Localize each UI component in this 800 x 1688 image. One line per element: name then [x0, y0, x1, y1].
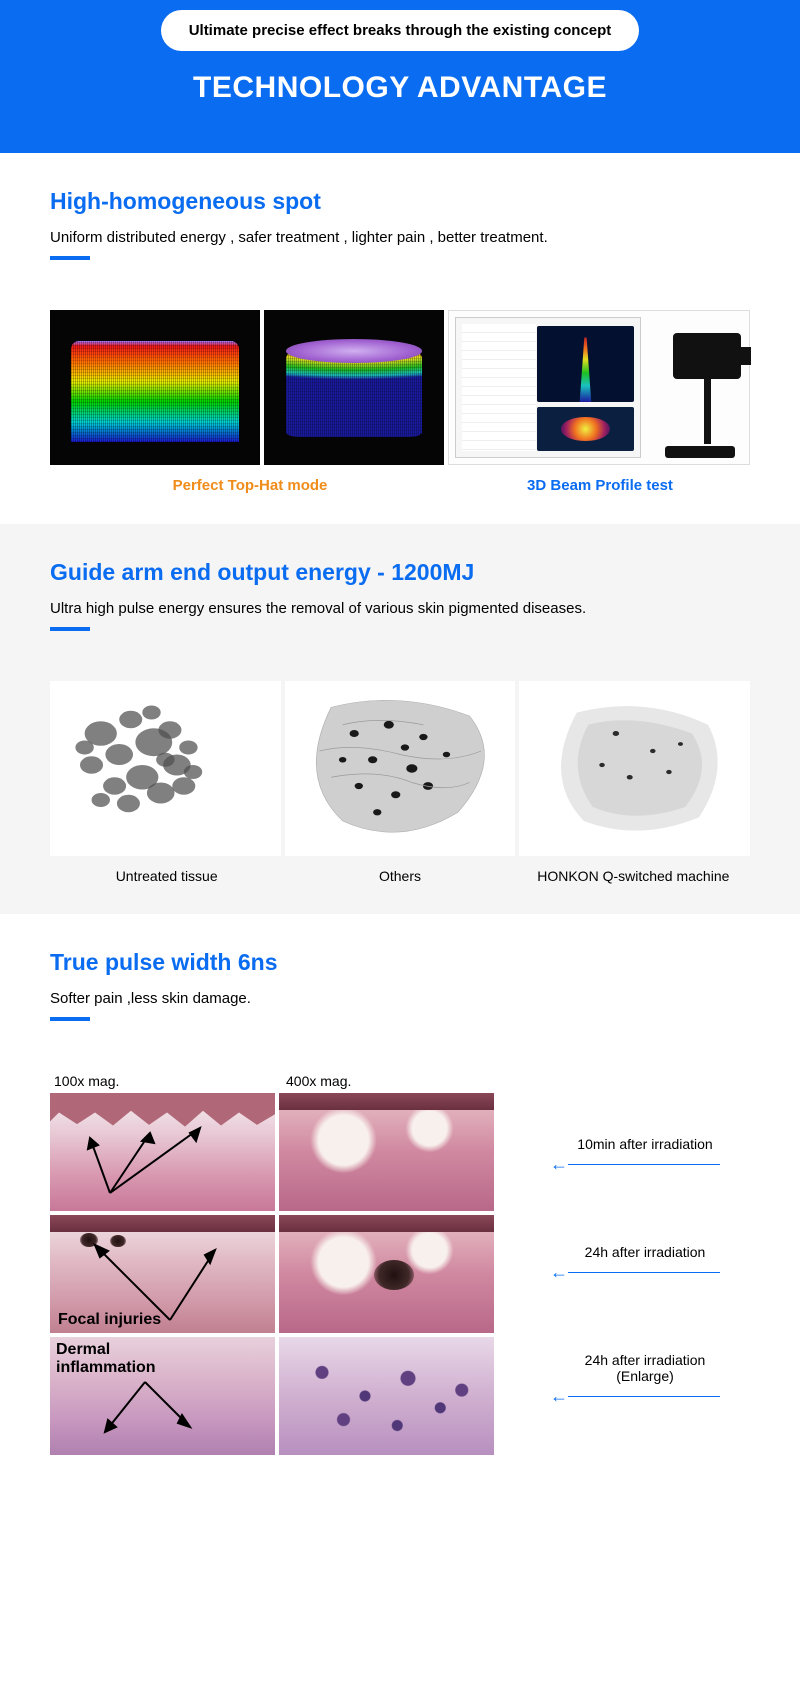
section1-desc: Uniform distributed energy , safer treat…: [50, 229, 750, 246]
section3-underline: [50, 1017, 90, 1021]
section2-label-0: Untreated tissue: [50, 868, 283, 884]
mag-label-100x: 100x mag.: [54, 1073, 119, 1089]
section3-faint-bg-text: .: [50, 1027, 750, 1051]
beam-profile-test-image: [448, 310, 750, 465]
section3-title: True pulse width 6ns: [50, 949, 750, 976]
section2-underline: [50, 627, 90, 631]
right-label-2: 24h after irradiation (Enlarge): [550, 1352, 750, 1384]
section-high-homogeneous-spot: High-homogeneous spot Uniform distribute…: [0, 153, 800, 524]
section1-underline: [50, 256, 90, 260]
tissue-untreated-image: [50, 681, 281, 856]
left-arrow-icon: ←: [550, 1154, 750, 1175]
right-label-0: 10min after irradiation: [550, 1136, 750, 1152]
section2-labels: Untreated tissue Others HONKON Q-switche…: [50, 868, 750, 884]
tag-dermal-inflammation: Dermal inflammation: [56, 1341, 156, 1377]
hero-banner: Ultimate precise effect breaks through t…: [0, 0, 800, 153]
section1-faint-bg-text: .: [50, 266, 750, 290]
section1-title: High-homogeneous spot: [50, 188, 750, 215]
section2-label-2: HONKON Q-switched machine: [517, 868, 750, 884]
section1-label-right: 3D Beam Profile test: [450, 477, 750, 494]
histology-grid: 100x mag. 400x mag. Focal injurie: [50, 1093, 530, 1455]
tissue-others-image: [285, 681, 516, 856]
section2-faint-bg-text: .: [50, 637, 750, 661]
section3-desc: Softer pain ,less skin damage.: [50, 990, 750, 1007]
tophat-flat-image: [50, 310, 260, 465]
left-arrow-icon: ←: [550, 1386, 750, 1407]
histology-r2c1: Focal injuries: [50, 1215, 275, 1333]
left-arrow-icon: ←: [550, 1262, 750, 1283]
section1-labels: Perfect Top-Hat mode 3D Beam Profile tes…: [50, 477, 750, 494]
section3-right-labels: 10min after irradiation ← 24h after irra…: [550, 1093, 750, 1455]
histology-r2c2: [279, 1215, 494, 1333]
section2-image-row: [50, 681, 750, 856]
section1-label-left: Perfect Top-Hat mode: [50, 477, 450, 494]
histology-r3c2: [279, 1337, 494, 1455]
section2-desc: Ultra high pulse energy ensures the remo…: [50, 600, 750, 617]
mag-label-400x: 400x mag.: [286, 1073, 351, 1089]
section1-image-row: [50, 310, 750, 465]
hero-title: TECHNOLOGY ADVANTAGE: [0, 71, 800, 105]
section-true-pulse-width: True pulse width 6ns Softer pain ,less s…: [0, 914, 800, 1485]
section2-title: Guide arm end output energy - 1200MJ: [50, 559, 750, 586]
histology-r3c1: Dermal inflammation: [50, 1337, 275, 1455]
tophat-cylinder-image: [264, 310, 444, 465]
hero-tagline-pill: Ultimate precise effect breaks through t…: [161, 10, 640, 51]
tissue-honkon-image: [519, 681, 750, 856]
histology-r1c2: [279, 1093, 494, 1211]
right-label-1: 24h after irradiation: [550, 1244, 750, 1260]
section-guide-arm-energy: Guide arm end output energy - 1200MJ Ult…: [0, 524, 800, 914]
histology-r1c1: [50, 1093, 275, 1211]
tag-focal-injuries: Focal injuries: [58, 1311, 161, 1329]
section2-label-1: Others: [283, 868, 516, 884]
